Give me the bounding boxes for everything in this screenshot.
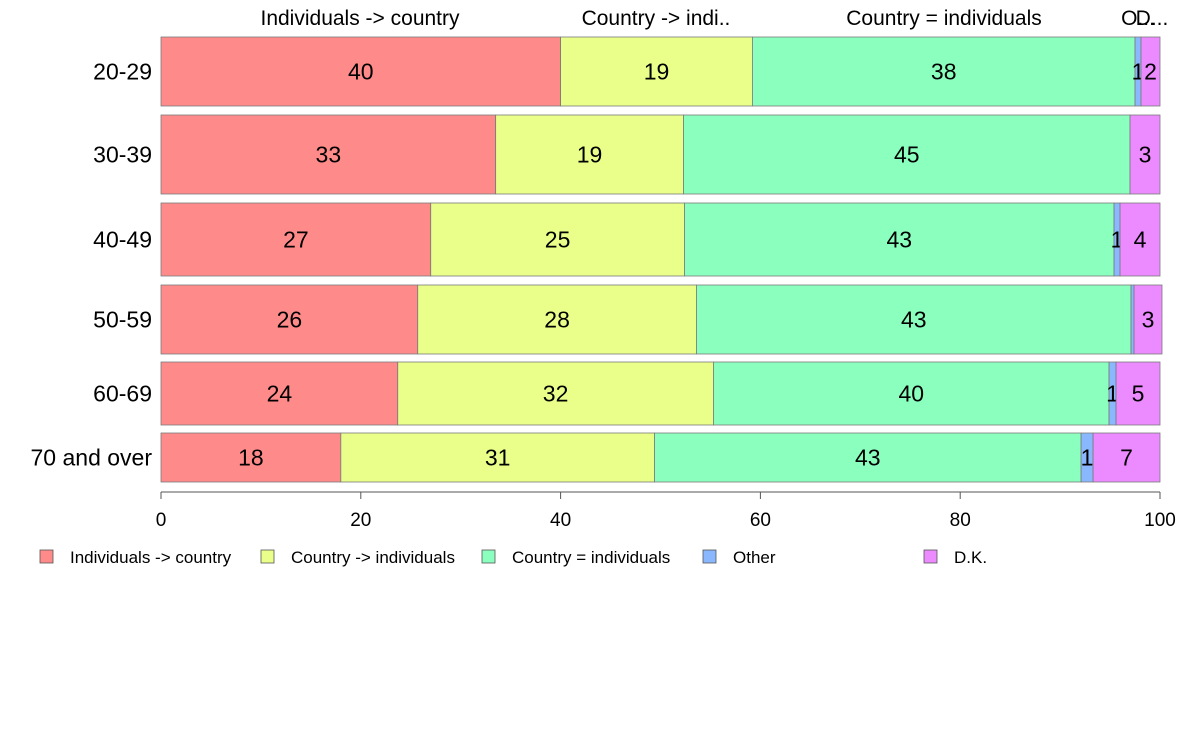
category-labels: 20-29 30-39 40-49 50-59 60-69 70 and over bbox=[31, 59, 153, 471]
bar-value-label: 4 bbox=[1134, 227, 1147, 253]
bar-value-label: 40 bbox=[898, 381, 924, 407]
bar-segment bbox=[1115, 361, 1161, 426]
series-header-label: Individuals -> country bbox=[260, 7, 460, 30]
category-label: 50-59 bbox=[93, 307, 152, 333]
x-tick-label: 60 bbox=[750, 510, 771, 531]
bar-segment bbox=[160, 202, 432, 277]
legend-label: Individuals -> country bbox=[70, 548, 232, 567]
legend-swatch bbox=[39, 549, 54, 564]
bar-value-label: 40 bbox=[348, 59, 374, 85]
bar-segment bbox=[417, 284, 697, 355]
bar-value-label: 43 bbox=[901, 307, 927, 333]
series-header-labels: Individuals -> country Country -> indi..… bbox=[260, 7, 1168, 30]
bar-value-label: 1 bbox=[1081, 445, 1094, 471]
bar-segment bbox=[683, 114, 1131, 195]
bar-row: 33 19 45 3 bbox=[160, 114, 1161, 195]
bar-value-label: 28 bbox=[544, 307, 570, 333]
bar-value-label: 33 bbox=[316, 142, 342, 168]
bar-segment bbox=[696, 284, 1132, 355]
bar-segment bbox=[560, 36, 753, 107]
bar-segment bbox=[1140, 36, 1161, 107]
x-tick-label: 40 bbox=[550, 510, 571, 531]
bar-row: 26 28 43 3 bbox=[160, 284, 1163, 355]
bar-segment bbox=[160, 361, 399, 426]
x-tick-label: 20 bbox=[350, 510, 371, 531]
legend-swatch bbox=[481, 549, 496, 564]
legend-label: Country -> individuals bbox=[291, 548, 455, 567]
legend-label: D.K. bbox=[954, 548, 987, 567]
bar-value-label: 32 bbox=[543, 381, 569, 407]
bar-value-label: 25 bbox=[545, 227, 571, 253]
bar-value-label: 24 bbox=[267, 381, 293, 407]
series-header-label: Country -> indi.. bbox=[582, 7, 731, 30]
legend-item: Country = individuals bbox=[481, 548, 670, 567]
category-label: 20-29 bbox=[93, 59, 152, 85]
bar-segment bbox=[160, 284, 419, 355]
bar-value-label: 45 bbox=[894, 142, 920, 168]
x-tick-label: 0 bbox=[156, 510, 167, 531]
bar-segment bbox=[1119, 202, 1161, 277]
bar-value-label: 19 bbox=[644, 59, 670, 85]
bar-value-label: 43 bbox=[886, 227, 912, 253]
bar-value-label: 38 bbox=[931, 59, 957, 85]
category-label: 60-69 bbox=[93, 381, 152, 407]
bar-value-label: 5 bbox=[1132, 381, 1145, 407]
bar-segment bbox=[654, 432, 1082, 483]
bar-value-label: 2 bbox=[1144, 59, 1157, 85]
x-tick-label: 100 bbox=[1144, 510, 1176, 531]
legend-swatch bbox=[923, 549, 938, 564]
bar-row: 27 25 43 1 4 bbox=[160, 202, 1161, 277]
x-tick-label: 80 bbox=[950, 510, 971, 531]
legend-item: Country -> individuals bbox=[260, 548, 455, 567]
bar-segment bbox=[340, 432, 655, 483]
bar-value-label: 26 bbox=[277, 307, 303, 333]
bar-segment bbox=[430, 202, 685, 277]
bar-value-label: 3 bbox=[1142, 307, 1155, 333]
legend-swatch bbox=[702, 549, 717, 564]
series-header-label: D... bbox=[1136, 7, 1169, 30]
bar-row: 40 19 38 1 2 bbox=[160, 36, 1161, 107]
series-header-label: O... bbox=[1121, 7, 1155, 30]
bar-segment bbox=[397, 361, 714, 426]
legend: Individuals -> country Country -> individ… bbox=[39, 548, 987, 567]
bar-segment bbox=[1092, 432, 1161, 483]
category-label: 40-49 bbox=[93, 227, 152, 253]
category-label: 70 and over bbox=[31, 445, 153, 471]
legend-swatch bbox=[260, 549, 275, 564]
legend-item: Other bbox=[702, 548, 776, 567]
bar-segment bbox=[1129, 114, 1161, 195]
legend-label: Other bbox=[733, 548, 776, 567]
legend-item: Individuals -> country bbox=[39, 548, 232, 567]
bar-value-label: 19 bbox=[577, 142, 603, 168]
bar-row: 18 31 43 1 7 bbox=[160, 432, 1161, 483]
bars-group: 40 19 38 1 233 19 45 327 25 43 1 426 28 43 324 32 40 1 518… bbox=[160, 36, 1163, 483]
bar-value-label: 43 bbox=[855, 445, 881, 471]
bar-value-label: 31 bbox=[485, 445, 511, 471]
legend-label: Country = individuals bbox=[512, 548, 670, 567]
bar-segment bbox=[713, 361, 1110, 426]
bar-segment bbox=[1133, 284, 1163, 355]
bar-value-label: 7 bbox=[1120, 445, 1133, 471]
series-header-label: Country = individuals bbox=[846, 7, 1042, 30]
bar-segment bbox=[1130, 284, 1135, 355]
bar-value-label: 27 bbox=[283, 227, 309, 253]
bar-value-label: 3 bbox=[1139, 142, 1152, 168]
bar-row: 24 32 40 1 5 bbox=[160, 361, 1161, 426]
category-label: 30-39 bbox=[93, 142, 152, 168]
legend-item: D.K. bbox=[923, 548, 987, 567]
bar-value-label: 18 bbox=[238, 445, 264, 471]
x-axis: 0 20 40 60 80 100 bbox=[156, 491, 1176, 531]
